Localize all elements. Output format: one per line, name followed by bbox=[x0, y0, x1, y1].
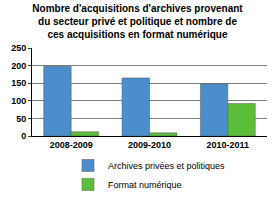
svg-text:50: 50 bbox=[16, 114, 26, 124]
svg-text:Archives privées et politiques: Archives privées et politiques bbox=[108, 161, 225, 171]
svg-text:Nombre d'acquisitions d'archiv: Nombre d'acquisitions d'archives provena… bbox=[32, 3, 243, 40]
svg-text:2009-2010: 2009-2010 bbox=[128, 140, 171, 150]
svg-text:2008-2009: 2008-2009 bbox=[50, 140, 93, 150]
svg-text:200: 200 bbox=[11, 61, 26, 71]
svg-text:0: 0 bbox=[21, 131, 26, 141]
svg-text:250: 250 bbox=[11, 43, 26, 53]
svg-text:150: 150 bbox=[11, 78, 26, 88]
svg-text:2010-2011: 2010-2011 bbox=[207, 140, 250, 150]
svg-text:100: 100 bbox=[11, 96, 26, 106]
svg-text:Format numérique: Format numérique bbox=[108, 180, 182, 190]
